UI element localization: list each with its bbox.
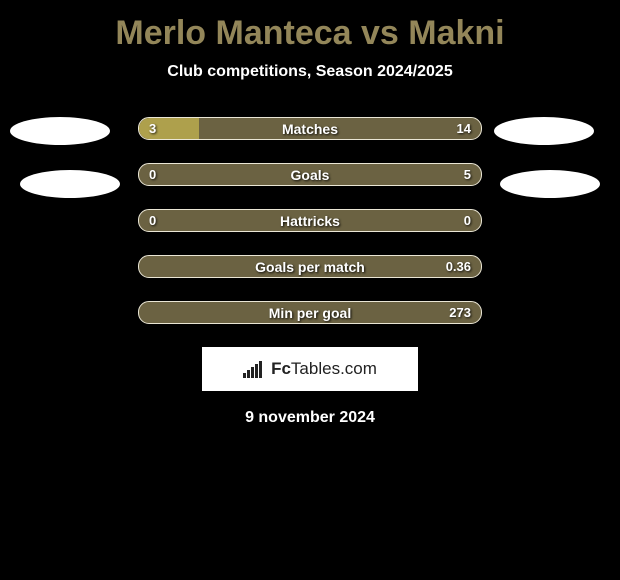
- bar-right-value: 0: [464, 210, 471, 232]
- bar-row-min-per-goal: Min per goal273: [138, 301, 482, 324]
- oval-1: [494, 117, 594, 145]
- bar-label: Goals per match: [139, 256, 481, 278]
- logo-chart-icon: [243, 360, 265, 378]
- bars-layer: 3Matches140Goals50Hattricks0Goals per ma…: [0, 117, 620, 324]
- logo-text-rest: Tables.com: [291, 359, 377, 378]
- logo-text: FcTables.com: [271, 359, 377, 379]
- oval-0: [10, 117, 110, 145]
- bar-right-value: 14: [457, 118, 471, 140]
- bar-label: Hattricks: [139, 210, 481, 232]
- bar-row-matches: 3Matches14: [138, 117, 482, 140]
- chart-area: 3Matches140Goals50Hattricks0Goals per ma…: [0, 117, 620, 324]
- bar-right-value: 0.36: [446, 256, 471, 278]
- page-subtitle: Club competitions, Season 2024/2025: [0, 63, 620, 81]
- bar-right-value: 5: [464, 164, 471, 186]
- bar-label: Min per goal: [139, 302, 481, 324]
- logo-text-bold: Fc: [271, 359, 291, 378]
- bar-row-hattricks: 0Hattricks0: [138, 209, 482, 232]
- bar-right-value: 273: [449, 302, 471, 324]
- oval-3: [500, 170, 600, 198]
- oval-2: [20, 170, 120, 198]
- bar-label: Matches: [139, 118, 481, 140]
- logo-box: FcTables.com: [202, 347, 418, 391]
- date-label: 9 november 2024: [0, 409, 620, 427]
- bar-label: Goals: [139, 164, 481, 186]
- page-title: Merlo Manteca vs Makni: [0, 0, 620, 53]
- bar-row-goals-per-match: Goals per match0.36: [138, 255, 482, 278]
- bar-row-goals: 0Goals5: [138, 163, 482, 186]
